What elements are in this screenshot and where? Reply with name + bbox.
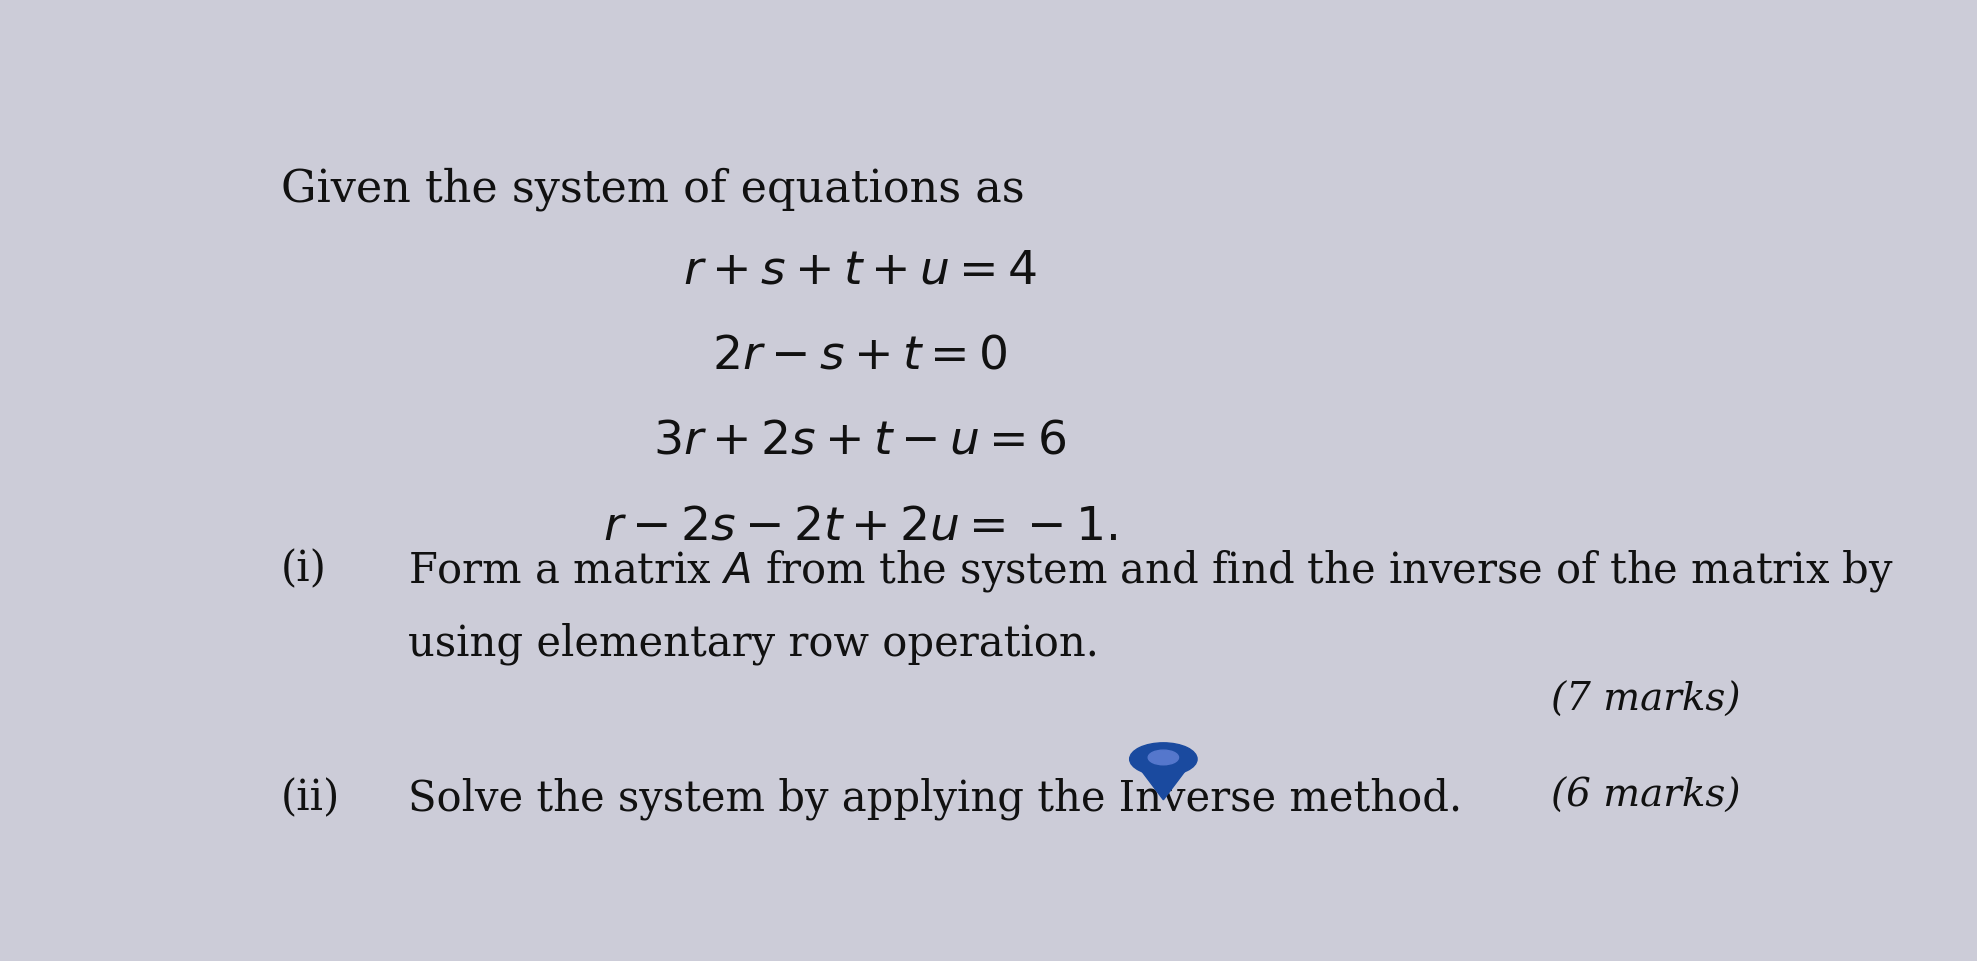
Text: $2r - s + t = 0$: $2r - s + t = 0$ xyxy=(712,333,1008,379)
Text: (ii): (ii) xyxy=(281,777,340,820)
Text: $r - 2s - 2t + 2u = -1.$: $r - 2s - 2t + 2u = -1.$ xyxy=(603,504,1117,549)
Text: $r + s + t + u = 4$: $r + s + t + u = 4$ xyxy=(682,249,1038,294)
Text: Solve the system by applying the Inverse method.: Solve the system by applying the Inverse… xyxy=(407,777,1463,820)
Text: $3r + 2s + t - u = 6$: $3r + 2s + t - u = 6$ xyxy=(652,419,1068,464)
Text: Given the system of equations as: Given the system of equations as xyxy=(281,167,1024,210)
Text: using elementary row operation.: using elementary row operation. xyxy=(407,622,1099,665)
Text: (i): (i) xyxy=(281,548,326,590)
Circle shape xyxy=(1149,751,1178,765)
Text: (7 marks): (7 marks) xyxy=(1552,681,1742,719)
Text: Form a matrix $A$ from the system and find the inverse of the matrix by: Form a matrix $A$ from the system and fi… xyxy=(407,548,1894,594)
Circle shape xyxy=(1129,743,1198,776)
Polygon shape xyxy=(1137,764,1190,800)
Text: (6 marks): (6 marks) xyxy=(1552,777,1742,815)
